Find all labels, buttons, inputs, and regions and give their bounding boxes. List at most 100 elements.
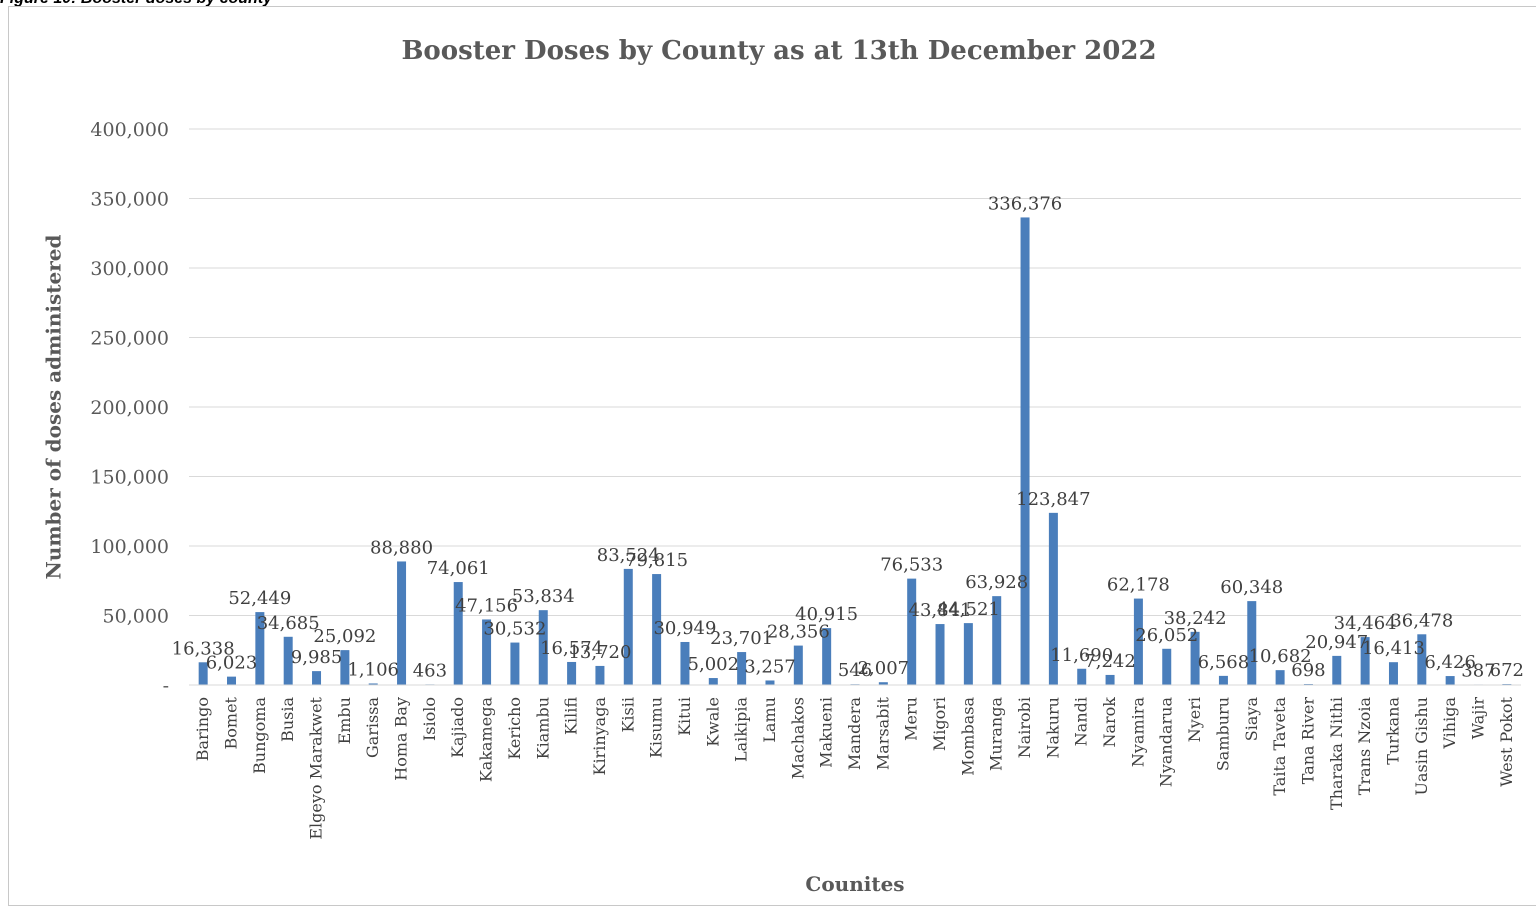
bar — [793, 645, 803, 685]
data-label: 123,847 — [1016, 489, 1090, 510]
bar — [1417, 634, 1427, 685]
x-tick-label: Kisumu — [647, 697, 666, 758]
bar — [878, 682, 888, 685]
bar — [312, 671, 322, 685]
x-tick-label: Turkana — [1383, 697, 1402, 765]
y-tick-label: 400,000 — [90, 119, 169, 141]
data-label: 7,242 — [1084, 651, 1136, 672]
bar — [1247, 601, 1257, 685]
data-label: 16,338 — [172, 638, 235, 659]
bar — [907, 578, 917, 685]
bar — [1388, 662, 1398, 685]
bar — [1105, 674, 1115, 685]
x-tick-label: Kilifi — [562, 697, 581, 735]
data-label: 28,356 — [767, 622, 830, 643]
bar — [283, 636, 293, 685]
data-label: 672 — [1490, 660, 1524, 681]
bar — [680, 641, 690, 685]
bar — [1077, 668, 1087, 685]
x-tick-label: Migori — [930, 697, 949, 751]
bar — [255, 612, 265, 685]
x-tick-label: Tana River — [1298, 697, 1317, 785]
x-tick-label: Homa Bay — [392, 697, 411, 781]
data-label: 34,464 — [1334, 613, 1397, 634]
data-label: 47,156 — [455, 595, 518, 616]
x-tick-label: Marsabit — [873, 696, 892, 770]
data-label: 44,521 — [937, 599, 1000, 620]
data-label: 38,242 — [1164, 608, 1227, 629]
y-axis-ticks: - 50,000 100,000 150,000 200,000 250,000 300,0… — [90, 119, 169, 697]
x-axis-title: Counites — [805, 872, 904, 896]
y-tick-label: 50,000 — [103, 606, 169, 628]
data-label: 43,841 — [909, 600, 972, 621]
x-tick-label: Kajiado — [448, 697, 467, 758]
x-tick-label: Embu — [335, 697, 354, 744]
data-label: 387 — [1461, 660, 1495, 681]
bar — [198, 662, 208, 685]
bar — [1360, 637, 1370, 685]
x-tick-label: Elgeyo Marakwet — [307, 696, 326, 839]
x-tick-label: Kakamega — [477, 697, 496, 783]
x-tick-label: Busia — [278, 697, 297, 742]
data-label: 53,834 — [512, 586, 575, 607]
data-label: 9,985 — [291, 647, 343, 668]
bar — [397, 561, 407, 685]
data-label: 40,915 — [795, 604, 858, 625]
bar — [623, 568, 633, 685]
x-tick-label: Kirinyaga — [590, 697, 609, 776]
data-label: 62,178 — [1107, 575, 1170, 596]
x-tick-label: Muranga — [987, 697, 1006, 771]
x-axis-ticks: Baringo Bomet Bungoma Busia Elgeyo Marakwet E… — [193, 696, 1516, 839]
data-label: 6,426 — [1424, 652, 1476, 673]
y-tick-label: - — [163, 675, 169, 697]
data-label: 1,106 — [347, 659, 399, 680]
data-label: 3,257 — [744, 656, 796, 677]
x-tick-label: Makueni — [817, 697, 836, 768]
data-label: 698 — [1291, 660, 1325, 681]
x-tick-label: Nandi — [1072, 697, 1091, 746]
bar — [1332, 655, 1342, 685]
data-label: 30,949 — [653, 618, 716, 639]
x-tick-label: Mandera — [845, 697, 864, 771]
data-label: 6,568 — [1198, 652, 1250, 673]
data-label: 23,701 — [710, 628, 773, 649]
data-label: 30,532 — [483, 619, 546, 640]
bar — [595, 665, 605, 685]
x-tick-label: Nyandarua — [1157, 697, 1176, 788]
bar — [935, 624, 945, 685]
bar — [822, 628, 832, 685]
bar — [510, 642, 520, 685]
x-tick-label: Kwale — [703, 697, 722, 747]
data-label: 5,002 — [688, 654, 740, 675]
bar — [368, 683, 378, 685]
x-tick-label: Wajir — [1468, 697, 1487, 740]
bar — [652, 574, 662, 685]
x-tick-label: Kericho — [505, 697, 524, 760]
x-tick-label: Nyeri — [1185, 697, 1204, 742]
data-label: 52,449 — [228, 588, 291, 609]
x-tick-label: Narok — [1100, 697, 1119, 748]
data-label: 546 — [838, 660, 872, 681]
data-label: 60,348 — [1220, 577, 1283, 598]
x-tick-label: Taita Taveta — [1270, 697, 1289, 796]
bar — [1048, 512, 1058, 685]
x-tick-label: Kitui — [675, 697, 694, 736]
data-label: 6,023 — [206, 653, 258, 674]
bar — [963, 623, 973, 685]
x-tick-label: Trans Nzoia — [1355, 697, 1374, 796]
data-label: 88,880 — [370, 537, 433, 558]
bar — [1020, 217, 1030, 685]
x-tick-label: Kiambu — [533, 697, 552, 759]
bar — [538, 610, 548, 685]
x-tick-label: Bungoma — [250, 697, 269, 774]
data-label: 336,376 — [988, 193, 1062, 214]
x-tick-label: Siaya — [1242, 697, 1261, 742]
y-tick-label: 100,000 — [90, 536, 169, 558]
x-tick-label: Nyamira — [1128, 697, 1147, 768]
x-tick-label: Isiolo — [420, 697, 439, 741]
y-axis-title: Number of doses administered — [42, 235, 66, 580]
bars — [198, 217, 1512, 685]
bar — [340, 650, 350, 685]
x-tick-label: Samburu — [1213, 697, 1232, 771]
bar — [1445, 676, 1455, 685]
